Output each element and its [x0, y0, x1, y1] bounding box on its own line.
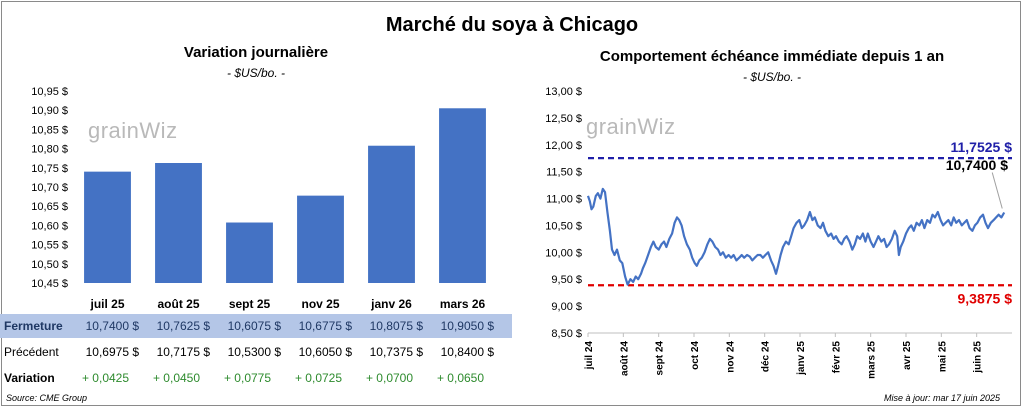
table-cell: 10,6975 $	[85, 345, 139, 359]
update-note: Mise à jour: mar 17 juin 2025	[884, 393, 1001, 403]
table-cell: 10,8400 $	[440, 345, 494, 359]
y-tick-label: 10,50 $	[31, 259, 68, 271]
y-tick-label: 11,00 $	[546, 194, 582, 206]
table-cell: + 0,0700	[365, 371, 414, 385]
right-panel: Comportement échéance immédiate depuis 1…	[512, 0, 1024, 409]
row-label-variation: Variation	[4, 371, 55, 385]
reference-label-1: 9,3875 $	[958, 290, 1013, 306]
y-tick-label: 10,00 $	[545, 247, 582, 259]
x-tick-label: sept 25	[229, 297, 271, 311]
table-cell: 10,6075 $	[227, 319, 281, 333]
right-chart-title: Comportement échéance immédiate depuis 1…	[599, 48, 945, 65]
table-cell: + 0,0775	[223, 371, 272, 385]
y-tick-label: 10,45 $	[31, 278, 68, 290]
table-row-fermeture: Fermeture 10,7400 $ 10,7625 $ 10,6075 $ 10,…	[0, 314, 512, 338]
table-cell: 10,7625 $	[156, 319, 210, 333]
y-tick-label: 10,55 $	[31, 240, 68, 252]
x-tick-label: janv 25	[796, 341, 807, 376]
table-row-precedent: Précédent 10,6975 $ 10,7175 $ 10,5300 $ 10,…	[0, 340, 512, 364]
x-tick-label: févr 25	[831, 341, 842, 374]
line-chart: 8,50 $ 9,00 $ 9,50 $ 10,00 $ 10,50 $ 11,00 $ 1…	[545, 86, 1013, 379]
bar-5	[439, 108, 486, 283]
y-tick-label: 13,00 $	[545, 86, 582, 98]
y-tick-label: 12,00 $	[545, 140, 582, 152]
source-note: Source: CME Group	[6, 393, 88, 403]
bar-0	[84, 171, 131, 283]
table-cell: 10,6050 $	[298, 345, 352, 359]
table-cell: 10,9050 $	[440, 319, 494, 333]
x-tick-label: juil 25	[89, 297, 124, 311]
bar-1	[155, 163, 202, 283]
x-tick-label: août 24	[619, 341, 630, 376]
y-tick-label: 10,60 $	[31, 220, 68, 232]
x-tick-label: janv 26	[370, 297, 412, 311]
y-tick-label: 8,50 $	[551, 328, 582, 340]
y-tick-label: 9,50 $	[551, 274, 582, 286]
x-tick-label: nov 24	[725, 341, 736, 373]
row-label-fermeture: Fermeture	[4, 319, 63, 333]
x-tick-label: sept 24	[655, 341, 666, 376]
table-cell: + 0,0650	[436, 371, 485, 385]
table-cell: + 0,0450	[152, 371, 201, 385]
left-chart-title: Variation journalière	[183, 44, 329, 61]
x-tick-label: mai 25	[937, 341, 948, 373]
y-tick-label: 10,80 $	[31, 144, 68, 156]
x-tick-label: juil 24	[584, 341, 595, 371]
x-tick-label: mars 25	[867, 341, 878, 379]
table-cell: 10,7400 $	[85, 319, 139, 333]
bar-2	[226, 222, 273, 283]
y-tick-label: 12,50 $	[545, 113, 582, 125]
x-tick-label: mars 26	[440, 297, 486, 311]
table-cell: 10,8075 $	[369, 319, 423, 333]
x-tick-label: déc 24	[761, 341, 772, 373]
last-value-leader	[991, 172, 1003, 209]
y-tick-label: 10,95 $	[31, 86, 68, 98]
reference-label-0: 11,7525 $	[950, 139, 1012, 155]
y-tick-label: 10,75 $	[31, 163, 68, 175]
series-line-0	[586, 187, 1006, 286]
bar-3	[297, 195, 344, 283]
y-tick-label: 10,50 $	[545, 220, 582, 232]
last-value-label: 10,7400 $	[946, 157, 1008, 173]
y-tick-label: 10,90 $	[31, 105, 68, 117]
x-tick-label: oct 24	[690, 341, 701, 370]
y-tick-label: 11,50 $	[546, 167, 582, 179]
table-cell: 10,7375 $	[369, 345, 423, 359]
table-cell: 10,6775 $	[298, 319, 352, 333]
left-units: - $US/bo. -	[226, 66, 286, 80]
x-tick-label: juin 25	[973, 341, 984, 374]
table-cell: + 0,0425	[81, 371, 130, 385]
main-title: Marché du soya à Chicago	[385, 14, 639, 36]
y-tick-label: 9,00 $	[551, 301, 582, 313]
bar-4	[368, 145, 415, 283]
table-cell: 10,7175 $	[156, 345, 210, 359]
x-tick-label: août 25	[157, 297, 199, 311]
x-tick-label: avr 25	[902, 341, 913, 370]
y-tick-label: 10,70 $	[31, 182, 68, 194]
grainwiz-logo-right: grainWiz	[586, 114, 676, 139]
table-cell: 10,5300 $	[227, 345, 281, 359]
bar-chart: 10,45 $ 10,50 $ 10,55 $ 10,60 $ 10,65 $ 10,70…	[31, 86, 486, 311]
x-tick-label: nov 25	[301, 297, 339, 311]
table-row-variation: Variation + 0,0425 + 0,0450 + 0,0775 + 0,07…	[0, 366, 512, 390]
y-tick-label: 10,65 $	[31, 201, 68, 213]
right-units: - $US/bo. -	[742, 70, 802, 84]
grainwiz-logo: grainWiz	[88, 118, 178, 143]
y-tick-label: 10,85 $	[31, 124, 68, 136]
row-label-precedent: Précédent	[4, 345, 59, 359]
table-cell: + 0,0725	[294, 371, 343, 385]
left-panel: Variation journalière - $US/bo. - 10,45 …	[0, 44, 512, 403]
